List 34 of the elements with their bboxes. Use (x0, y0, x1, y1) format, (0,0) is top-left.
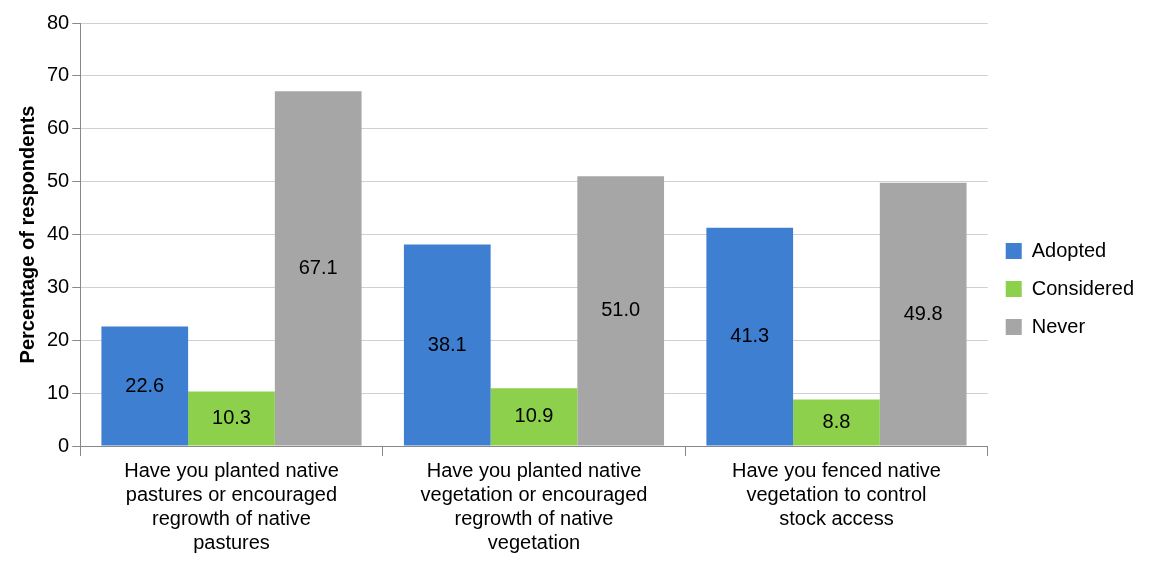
y-tick-label: 50 (47, 169, 70, 192)
x-tick-label: Have you fenced native vegetation to control stock access (731, 458, 941, 529)
bar (403, 244, 491, 446)
bar (101, 326, 189, 446)
y-tick-label: 20 (47, 327, 70, 350)
bar (793, 399, 880, 446)
data-label: 10.9 (514, 404, 554, 427)
legend-label: Never (1031, 314, 1086, 337)
bar (879, 182, 967, 446)
legend-label: Adopted (1031, 238, 1107, 261)
bar (188, 391, 275, 446)
legend-label: Considered (1031, 276, 1135, 299)
bar (490, 388, 578, 446)
x-tick-label: Have you planted native vegetation or encouraged regrowth of native vegetation (420, 458, 648, 553)
y-tick-label: 70 (47, 63, 70, 86)
y-tick-label: 80 (47, 10, 70, 33)
data-label: 22.6 (125, 373, 165, 396)
y-tick-label: 0 (58, 433, 70, 456)
y-tick-label: 60 (47, 116, 70, 139)
bar (706, 227, 794, 446)
data-label: 51.0 (601, 298, 641, 321)
y-axis-title: Percentage of respondents (15, 105, 38, 364)
bar (274, 91, 362, 446)
data-label: 41.3 (730, 324, 770, 347)
y-tick-label: 30 (47, 274, 70, 297)
bar (577, 176, 665, 446)
x-tick-label: Have you planted native pastures or encouraged regrowth of native pastures (124, 458, 339, 553)
data-label: 67.1 (298, 255, 338, 278)
data-label: 38.1 (427, 332, 467, 355)
data-label: 10.3 (212, 406, 251, 429)
y-tick-label: 40 (47, 222, 70, 245)
data-label: 8.8 (822, 410, 851, 432)
y-tick-label: 10 (47, 380, 70, 403)
data-label: 49.8 (903, 301, 943, 324)
